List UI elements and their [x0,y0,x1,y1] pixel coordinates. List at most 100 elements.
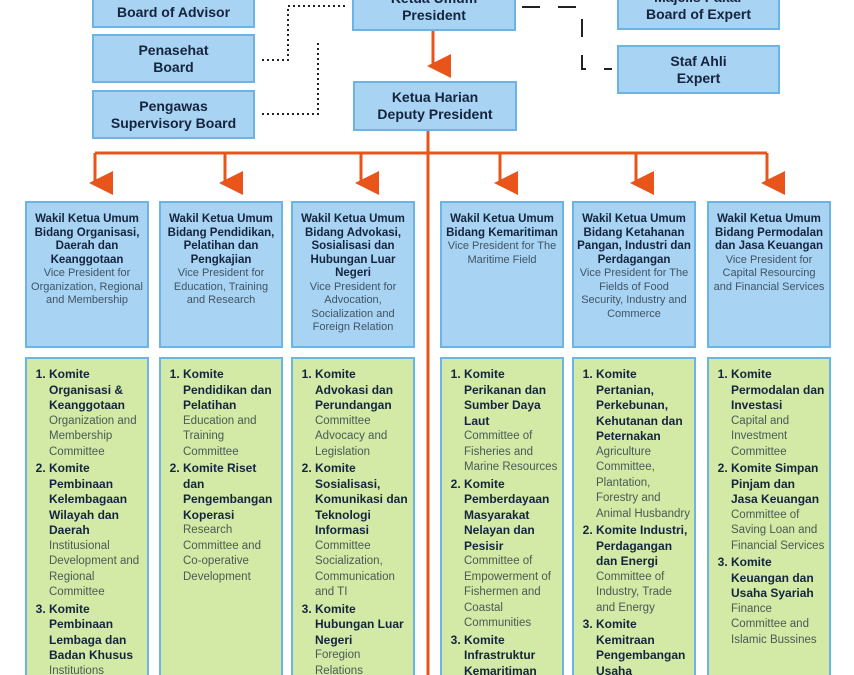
committee-description: Capital and Investment Committee [731,414,790,458]
committee-list: Komite Advokasi dan PerundanganCommittee… [293,367,409,675]
committee-item: Komite Pembinaan Lembaga dan Badan Khusu… [49,602,143,675]
committee-item: Komite Perikanan dan Sumber Daya LautCom… [464,367,558,476]
committee-name: Komite Perikanan dan Sumber Daya Laut [464,367,547,428]
committee-description: Institutions [49,664,104,675]
box-title: Pengawas [139,97,208,114]
org-box: Staf Ahli Expert [617,45,780,94]
vp-title: Wakil Ketua Umum Bidang Permodalan dan J… [714,213,823,252]
vp-title: Wakil Ketua Umum Bidang Pendidikan, Pela… [167,213,275,266]
committee-name: Komite Industri, Perdagangan dan Energi [596,523,688,568]
committee-description: Institusional Development and Regional C… [49,539,140,599]
committee-box: Komite Advokasi dan PerundanganCommittee… [291,357,415,675]
committee-list: Komite Perikanan dan Sumber Daya LautCom… [442,367,558,675]
vp-subtitle: Vice President for Capital Resourcing an… [713,253,825,293]
vice-president-box: Wakil Ketua Umum Bidang Permodalan dan J… [707,201,831,348]
vice-president-box: Wakil Ketua Umum Bidang Ketahanan Pangan… [572,201,696,348]
vp-title: Wakil Ketua Umum Bidang Advokasi, Sosial… [301,213,405,279]
committee-list: Komite Pendidikan dan PelatihanEducation… [161,367,277,585]
committee-item: Komite Riset dan Pengembangan KoperasiRe… [183,461,277,585]
committee-item: Komite Pembinaan Kelembagaan Wilayah dan… [49,461,143,601]
committee-name: Komite Organisasi & Keanggotaan [49,367,126,412]
committee-description: Agriculture Committee, Plantation, Fores… [596,445,690,520]
box-title: Penasehat [138,41,209,58]
committee-description: Committee of Industry, Trade and Energy [596,570,672,614]
committee-box: Komite Pertanian, Perkebunan, Kehutanan … [572,357,696,675]
committee-item: Komite Keuangan dan Usaha SyariahFinance… [731,555,825,648]
vp-subtitle: Vice President for Education, Training a… [173,267,269,306]
box-title: Ketua Umum [354,0,514,7]
box-subtitle: Deputy President [377,106,493,122]
org-box: Penasehat Board [92,34,255,83]
vice-president-box: Wakil Ketua Umum Bidang Organisasi, Daer… [25,201,149,348]
committee-description: Committee of Saving Loan and Financial S… [731,508,825,552]
committee-item: Komite Industri, Perdagangan dan EnergiC… [596,523,690,616]
committee-description: Organization and Membership Committee [49,414,137,458]
box-subtitle: President [402,7,466,23]
committee-item: Komite Pendidikan dan PelatihanEducation… [183,367,277,460]
committee-item: Komite Organisasi & KeanggotaanOrganizat… [49,367,143,460]
committee-item: Komite Sosialisasi, Komunikasi dan Tekno… [315,461,409,601]
committee-name: Komite Riset dan Pengembangan Koperasi [183,461,273,522]
box-title: Staf Ahli [670,52,727,69]
vice-president-box: Wakil Ketua Umum Bidang Advokasi, Sosial… [291,201,415,348]
committee-item: Komite Kemitraan Pengembangan UsahaCommi… [596,617,690,675]
committee-item: Komite Pemberdayaan Masyarakat Nelayan d… [464,477,558,632]
org-box: Majelis PakarBoard of Expert [617,0,780,30]
committee-description: Committee Socialization, Communication a… [315,539,395,599]
committee-description: Finance Committee and Islamic Bussines [731,602,817,646]
committee-description: Committee of Fisheries and Marine Resour… [464,430,558,473]
committee-name: Komite Sosialisasi, Komunikasi dan Tekno… [315,461,408,537]
committee-item: Komite Simpan Pinjam dan Jasa KeuanganCo… [731,461,825,554]
committee-name: Komite Pembinaan Kelembagaan Wilayah dan… [49,461,128,537]
org-box: Ketua Harian Deputy President [353,81,517,131]
box-title: Pembina [94,0,253,4]
committee-description: Education and Training Committee [183,414,257,458]
box-subtitle: Board of Advisor [116,4,231,20]
box-subtitle: Board of Expert [645,6,751,22]
org-box: PembinaBoard of Advisor [92,0,255,28]
box-subtitle: Expert [676,69,721,86]
committee-name: Komite Kemitraan Pengembangan Usaha [596,617,686,675]
committee-name: Komite Keuangan dan Usaha Syariah [731,555,814,600]
box-subtitle: Board [153,58,194,75]
committee-name: Komite Advokasi dan Perundangan [315,367,394,412]
vice-president-box: Wakil Ketua Umum Bidang Kemaritiman Vice … [440,201,564,348]
committee-name: Komite Infrastruktur Kemaritiman [464,632,537,675]
org-box: Ketua UmumPresident [352,0,516,31]
committee-item: Komite Advokasi dan PerundanganCommittee… [315,367,409,460]
vp-subtitle: Vice President for The Maritime Field [447,240,557,266]
committee-name: Komite Permodalan dan Investasi [731,367,825,412]
committee-name: Komite Pemberdayaan Masyarakat Nelayan d… [464,476,550,553]
committee-description: Foregion Relations Commission [315,649,363,675]
committee-item: Komite Infrastruktur KemaritimanCommitte… [464,633,558,675]
box-title: Majelis Pakar [619,0,778,6]
committee-box: Komite Organisasi & KeanggotaanOrganizat… [25,357,149,675]
vice-president-box: Wakil Ketua Umum Bidang Pendidikan, Pela… [159,201,283,348]
vp-title: Wakil Ketua Umum Bidang Kemaritiman [446,213,558,239]
committee-list: Komite Organisasi & KeanggotaanOrganizat… [27,367,143,675]
committee-name: Komite Pertanian, Perkebunan, Kehutanan … [596,367,683,443]
committee-box: Komite Perikanan dan Sumber Daya LautCom… [440,357,564,675]
committee-name: Komite Pembinaan Lembaga dan Badan Khusu… [49,601,134,663]
committee-description: Committee of Empowerment of Fishermen an… [464,555,551,629]
committee-name: Komite Hubungan Luar Negeri [315,601,404,647]
committee-name: Komite Simpan Pinjam dan Jasa Keuangan [731,461,820,506]
box-title: Ketua Harian [391,89,479,105]
committee-item: Komite Pertanian, Perkebunan, Kehutanan … [596,367,690,522]
vp-subtitle: Vice President for Organization, Regiona… [31,267,143,306]
vp-title: Wakil Ketua Umum Bidang Ketahanan Pangan… [577,213,691,266]
committee-box: Komite Pendidikan dan PelatihanEducation… [159,357,283,675]
org-box: Pengawas Supervisory Board [92,90,255,139]
committee-description: Committee Advocacy and Legislation [315,414,388,458]
committee-name: Komite Pendidikan dan Pelatihan [183,367,272,412]
committee-list: Komite Pertanian, Perkebunan, Kehutanan … [574,367,690,675]
box-subtitle: Supervisory Board [110,114,237,131]
vp-title: Wakil Ketua Umum Bidang Organisasi, Daer… [34,213,140,266]
committee-description: Research Committee and Co-operative Deve… [183,524,261,583]
